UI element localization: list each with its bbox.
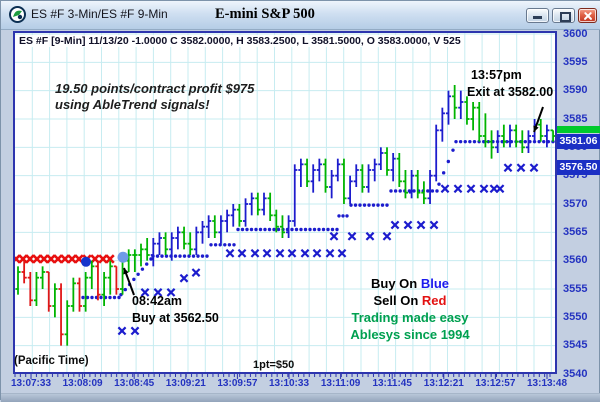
last-price-marker	[557, 126, 600, 134]
ablesys-logo-icon	[9, 6, 26, 23]
legend-blue-word: Blue	[420, 276, 449, 291]
window-title: ES #F 3-Min/ES #F 9-Min	[31, 7, 168, 21]
plot-area[interactable]	[13, 31, 557, 374]
x-axis-label: 13:13:48	[526, 378, 568, 389]
x-axis-label: 13:08:45	[114, 378, 155, 389]
y-axis-label: 3550	[563, 310, 588, 323]
buy-label: Buy at 3562.50	[132, 311, 219, 325]
exit-label: Exit at 3582.00	[467, 85, 554, 99]
legend-buy-line: Buy On Blue	[370, 276, 449, 291]
legend-red-word: Red	[421, 293, 447, 308]
y-axis-label: 3565	[563, 225, 588, 238]
minimize-button[interactable]	[526, 8, 549, 23]
x-axis-label: 13:11:45	[372, 378, 412, 389]
close-button[interactable]	[578, 8, 597, 23]
price-marker-box: 3576.50	[557, 159, 600, 175]
signal-legend: Buy On Blue Sell On Red Trading made eas…	[349, 275, 471, 343]
point-value-label: 1pt=$50	[253, 359, 295, 371]
buy-time: 08:42am	[132, 294, 183, 308]
profit-line1: 19.50 points/contract profit $975	[55, 81, 255, 96]
buy-annotation: 08:42am Buy at 3562.50	[132, 293, 219, 327]
legend-tagline1: Trading made easy	[351, 310, 469, 325]
x-axis-label: 13:12:57	[475, 378, 516, 389]
restore-icon	[560, 12, 571, 22]
profit-annotation: 19.50 points/contract profit $975 using …	[55, 81, 254, 113]
y-axis-label: 3570	[563, 197, 588, 210]
y-axis-label: 3560	[563, 254, 588, 267]
exit-annotation: 13:57pm Exit at 3582.00	[467, 67, 553, 101]
legend-sell-line: Sell On Red	[373, 293, 447, 308]
restore-button[interactable]	[552, 8, 575, 23]
y-axis-label: 3545	[563, 339, 588, 352]
price-marker-box: 3581.06	[557, 133, 600, 149]
x-axis-label: 13:09:21	[165, 378, 206, 389]
y-axis-label: 3595	[563, 55, 588, 68]
x-axis-label: 13:07:33	[10, 378, 52, 389]
x-axis-label: 13:12:21	[423, 378, 464, 389]
x-axis-label: 13:08:09	[62, 378, 103, 389]
exit-time: 13:57pm	[471, 68, 522, 82]
x-axis-label: 13:11:09	[320, 378, 361, 389]
y-axis-label: 3585	[563, 112, 588, 125]
chart-title: E-mini S&P 500	[215, 6, 315, 22]
window-bottom-edge	[1, 393, 600, 402]
y-axis-label: 3600	[563, 27, 588, 40]
y-axis-label: 3555	[563, 282, 588, 295]
timezone-label: (Pacific Time)	[14, 355, 89, 367]
quote-header: ES #F [9-Min] 11/13/20 -1.0000 C 3582.00…	[17, 35, 463, 47]
window-controls	[526, 8, 597, 23]
x-axis-label: 13:10:33	[268, 378, 310, 389]
y-axis-label: 3590	[563, 84, 588, 97]
x-axis-label: 13:09:57	[217, 378, 258, 389]
legend-tagline2: Ablesys since 1994	[350, 327, 470, 342]
minimize-icon	[533, 16, 542, 19]
profit-line2: using AbleTrend signals!	[55, 97, 210, 112]
y-axis-label: 3540	[563, 367, 588, 380]
title-bar: ES #F 3-Min/ES #F 9-Min E-mini S&P 500	[1, 1, 600, 30]
